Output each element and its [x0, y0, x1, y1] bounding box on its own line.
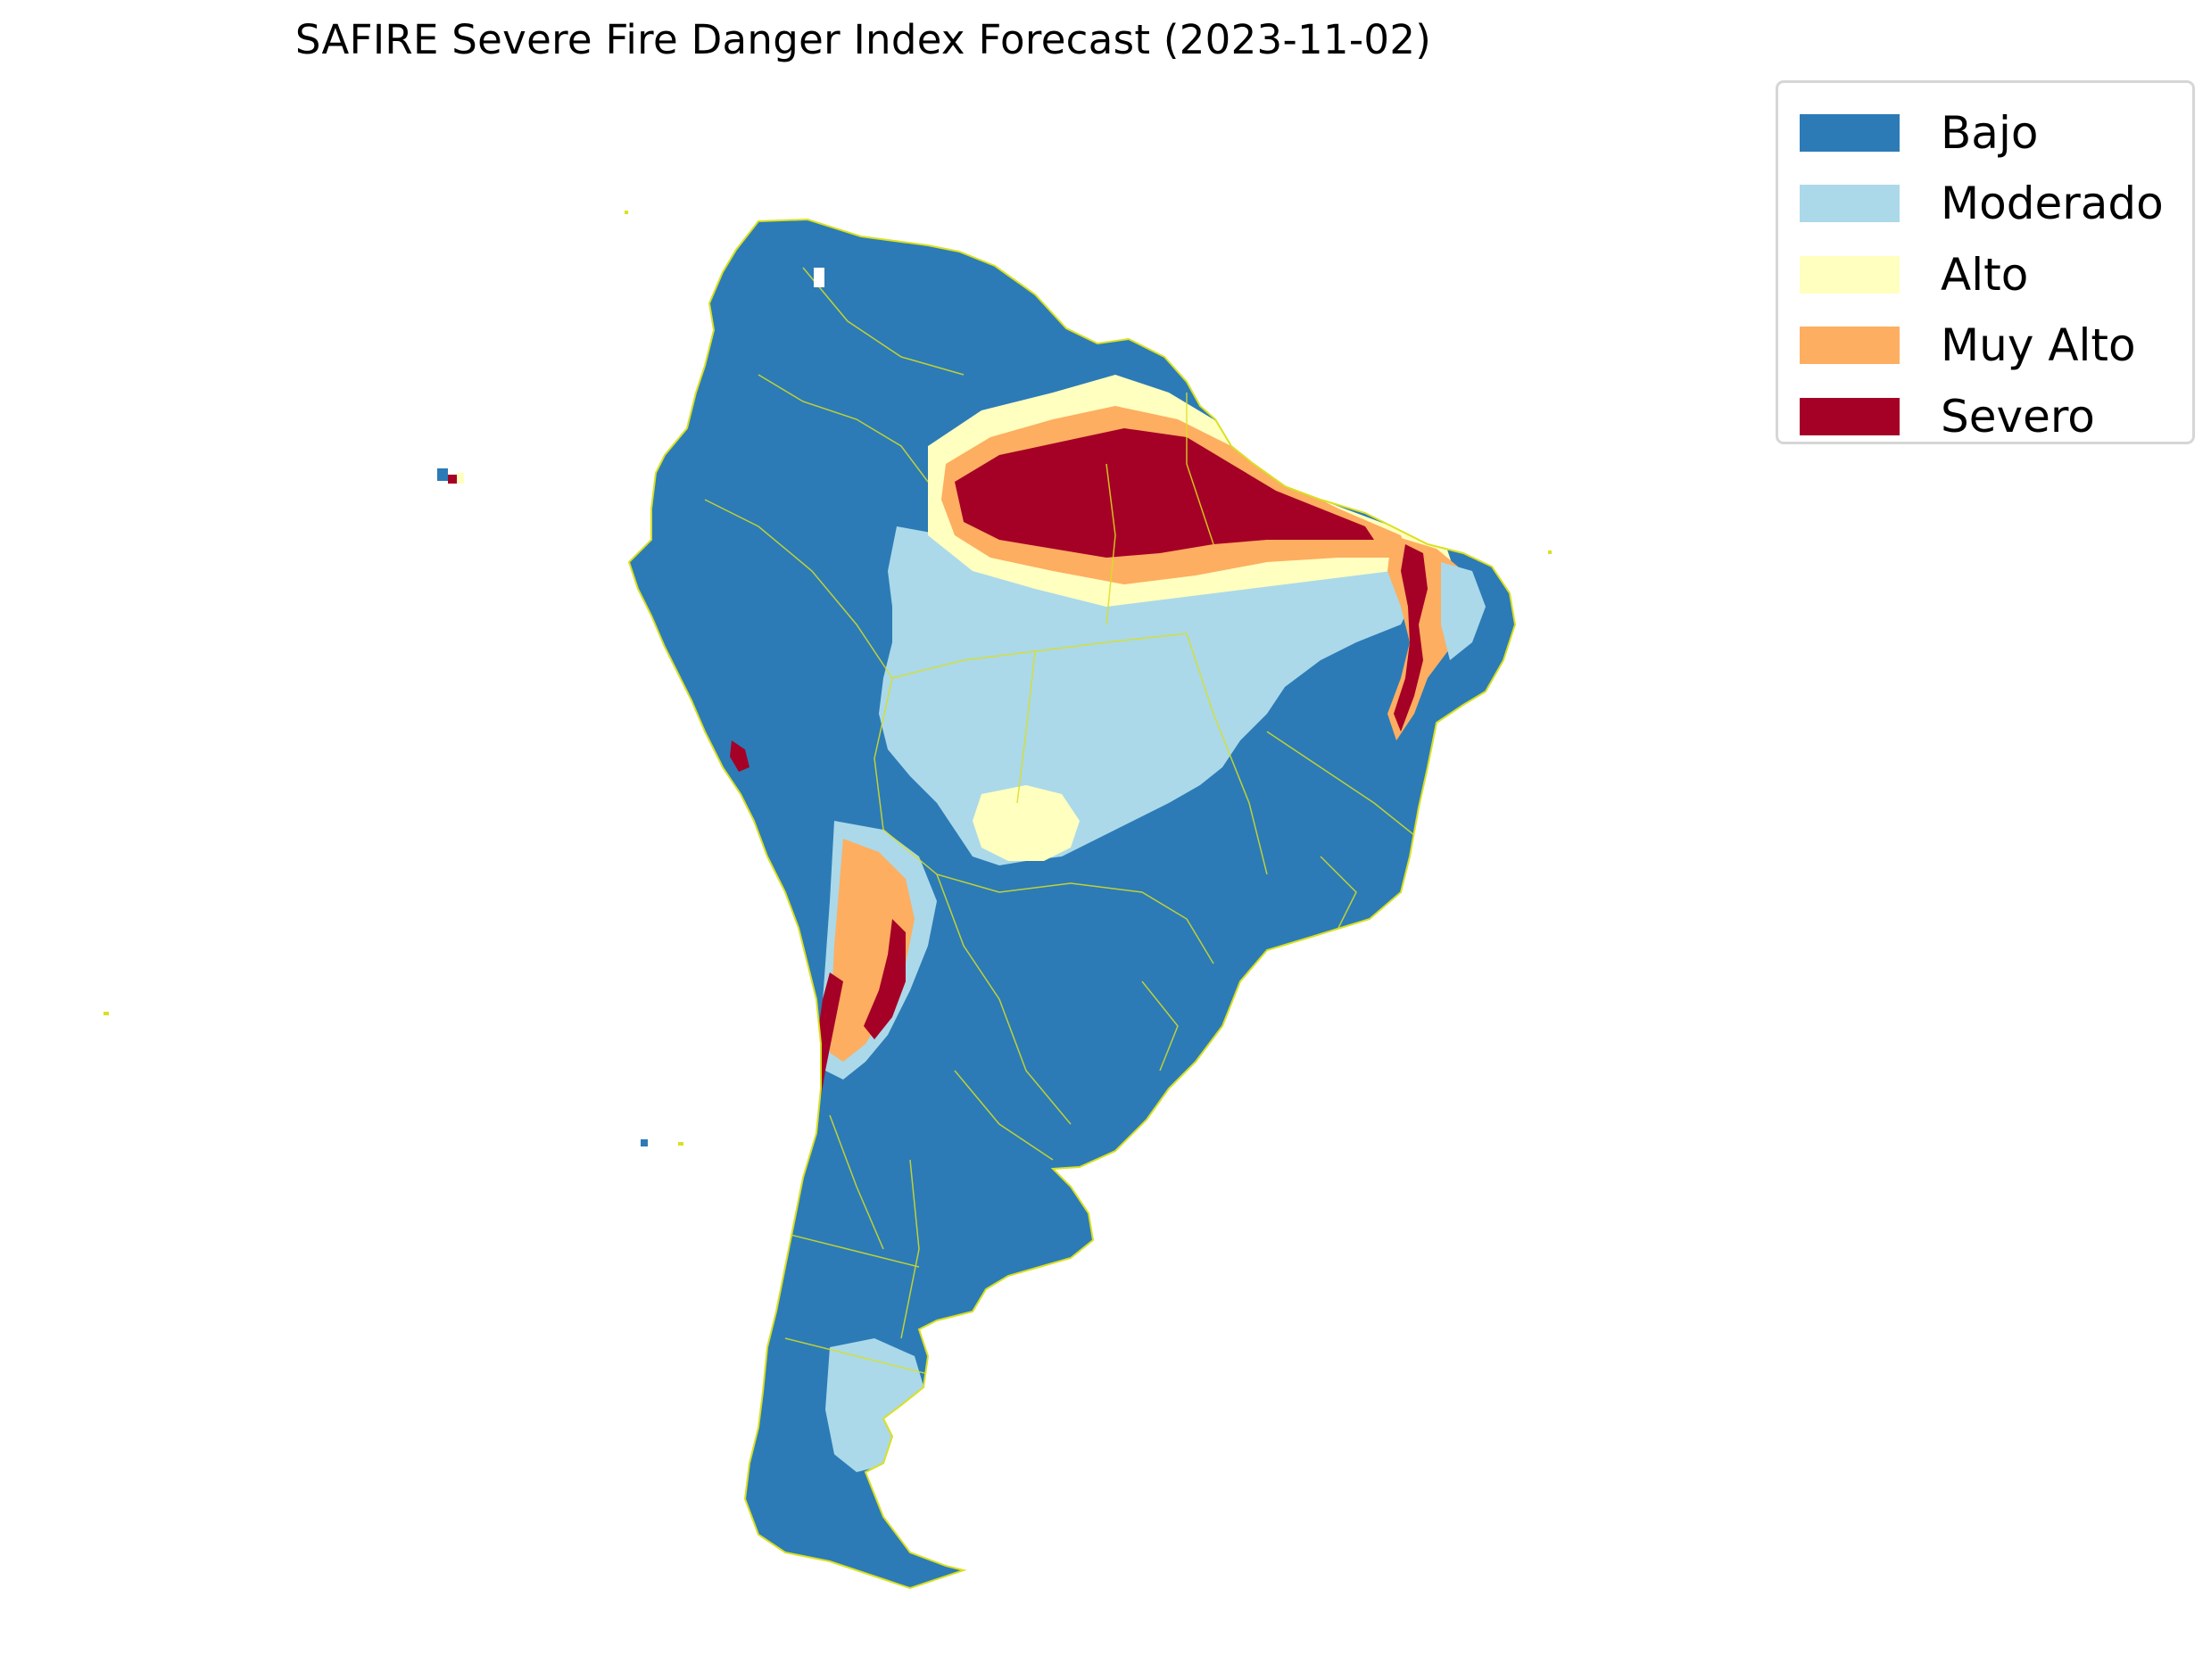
zone-severo-peru — [730, 741, 749, 772]
legend-item-bajo: Bajo — [1800, 97, 2192, 169]
zone-alto-south — [973, 785, 1080, 861]
zone-severo-northeast — [1394, 544, 1428, 732]
legend-swatch-bajo — [1800, 113, 1900, 152]
country-borders — [704, 267, 1420, 1375]
fire-danger-map[interactable] — [0, 0, 1749, 1680]
legend-label-severo: Severo — [1941, 390, 2095, 443]
legend-label-alto: Alto — [1941, 248, 2029, 301]
legend: Bajo Moderado Alto Muy Alto Severo — [1776, 80, 2195, 444]
legend-label-bajo: Bajo — [1941, 106, 2039, 159]
zone-moderado-patagonia — [825, 1338, 928, 1472]
islands — [104, 211, 1552, 1146]
coastline — [627, 218, 1517, 1590]
legend-swatch-alto — [1800, 255, 1900, 294]
legend-item-alto: Alto — [1800, 239, 2192, 310]
legend-item-severo: Severo — [1800, 381, 2192, 452]
zone-severo-north — [955, 428, 1374, 558]
map-title: SAFIRE Severe Fire Danger Index Forecast… — [294, 16, 1432, 63]
zone-moderado-central — [879, 526, 1419, 865]
zone-severo-andes-east — [864, 919, 906, 1039]
legend-item-muy-alto: Muy Alto — [1800, 310, 2192, 382]
legend-item-moderado: Moderado — [1800, 169, 2192, 240]
zone-muy-alto-andes — [830, 839, 915, 1062]
legend-label-muy-alto: Muy Alto — [1941, 319, 2136, 372]
legend-swatch-moderado — [1800, 185, 1900, 223]
legend-swatch-severo — [1800, 397, 1900, 435]
zone-moderado-northeast — [1441, 562, 1486, 660]
legend-swatch-muy-alto — [1800, 327, 1900, 365]
legend-label-moderado: Moderado — [1941, 178, 2164, 230]
danger-zones — [629, 219, 1515, 1588]
